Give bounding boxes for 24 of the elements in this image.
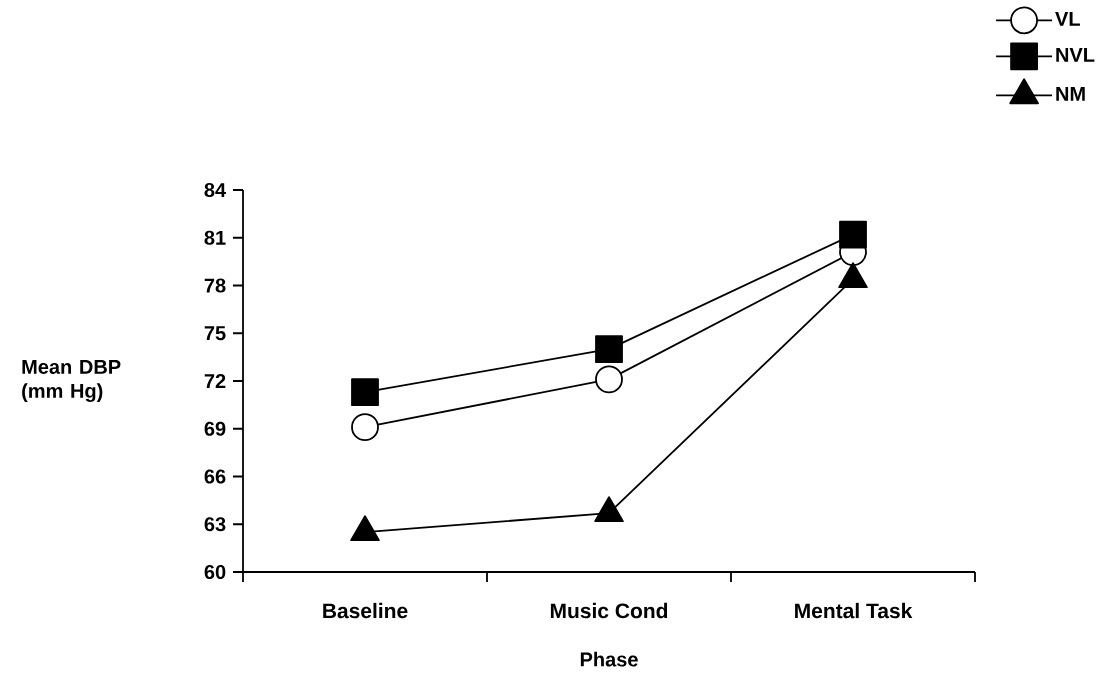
x-axis-title: Phase [580, 651, 638, 667]
y-tick-label: 60 [204, 564, 226, 580]
y-tick-label: 66 [204, 469, 226, 484]
x-tick-label: Baseline [323, 602, 408, 619]
y-tick-label: 72 [204, 374, 226, 388]
y-tick-label: 84 [204, 182, 227, 198]
y-tick-label: 78 [204, 278, 226, 293]
y-tick-label: 75 [204, 326, 226, 341]
legend-label: VL [1055, 11, 1080, 26]
point [351, 378, 379, 407]
point [350, 515, 380, 542]
legend-label: NVL [1056, 47, 1095, 62]
y-tick-label: 63 [204, 517, 226, 532]
y-axis-title: Mean DBP (mm Hg) [22, 360, 121, 402]
y-tick-label: 69 [204, 421, 226, 436]
y-tick-label: 81 [204, 230, 226, 245]
point [351, 413, 379, 442]
x-tick-label: Music Cond [550, 602, 668, 619]
legend-label: NM [1056, 86, 1085, 101]
x-tick-label: Mental Task [795, 602, 913, 619]
point [595, 335, 623, 364]
point [839, 220, 867, 249]
point [595, 365, 623, 394]
point [594, 496, 624, 523]
